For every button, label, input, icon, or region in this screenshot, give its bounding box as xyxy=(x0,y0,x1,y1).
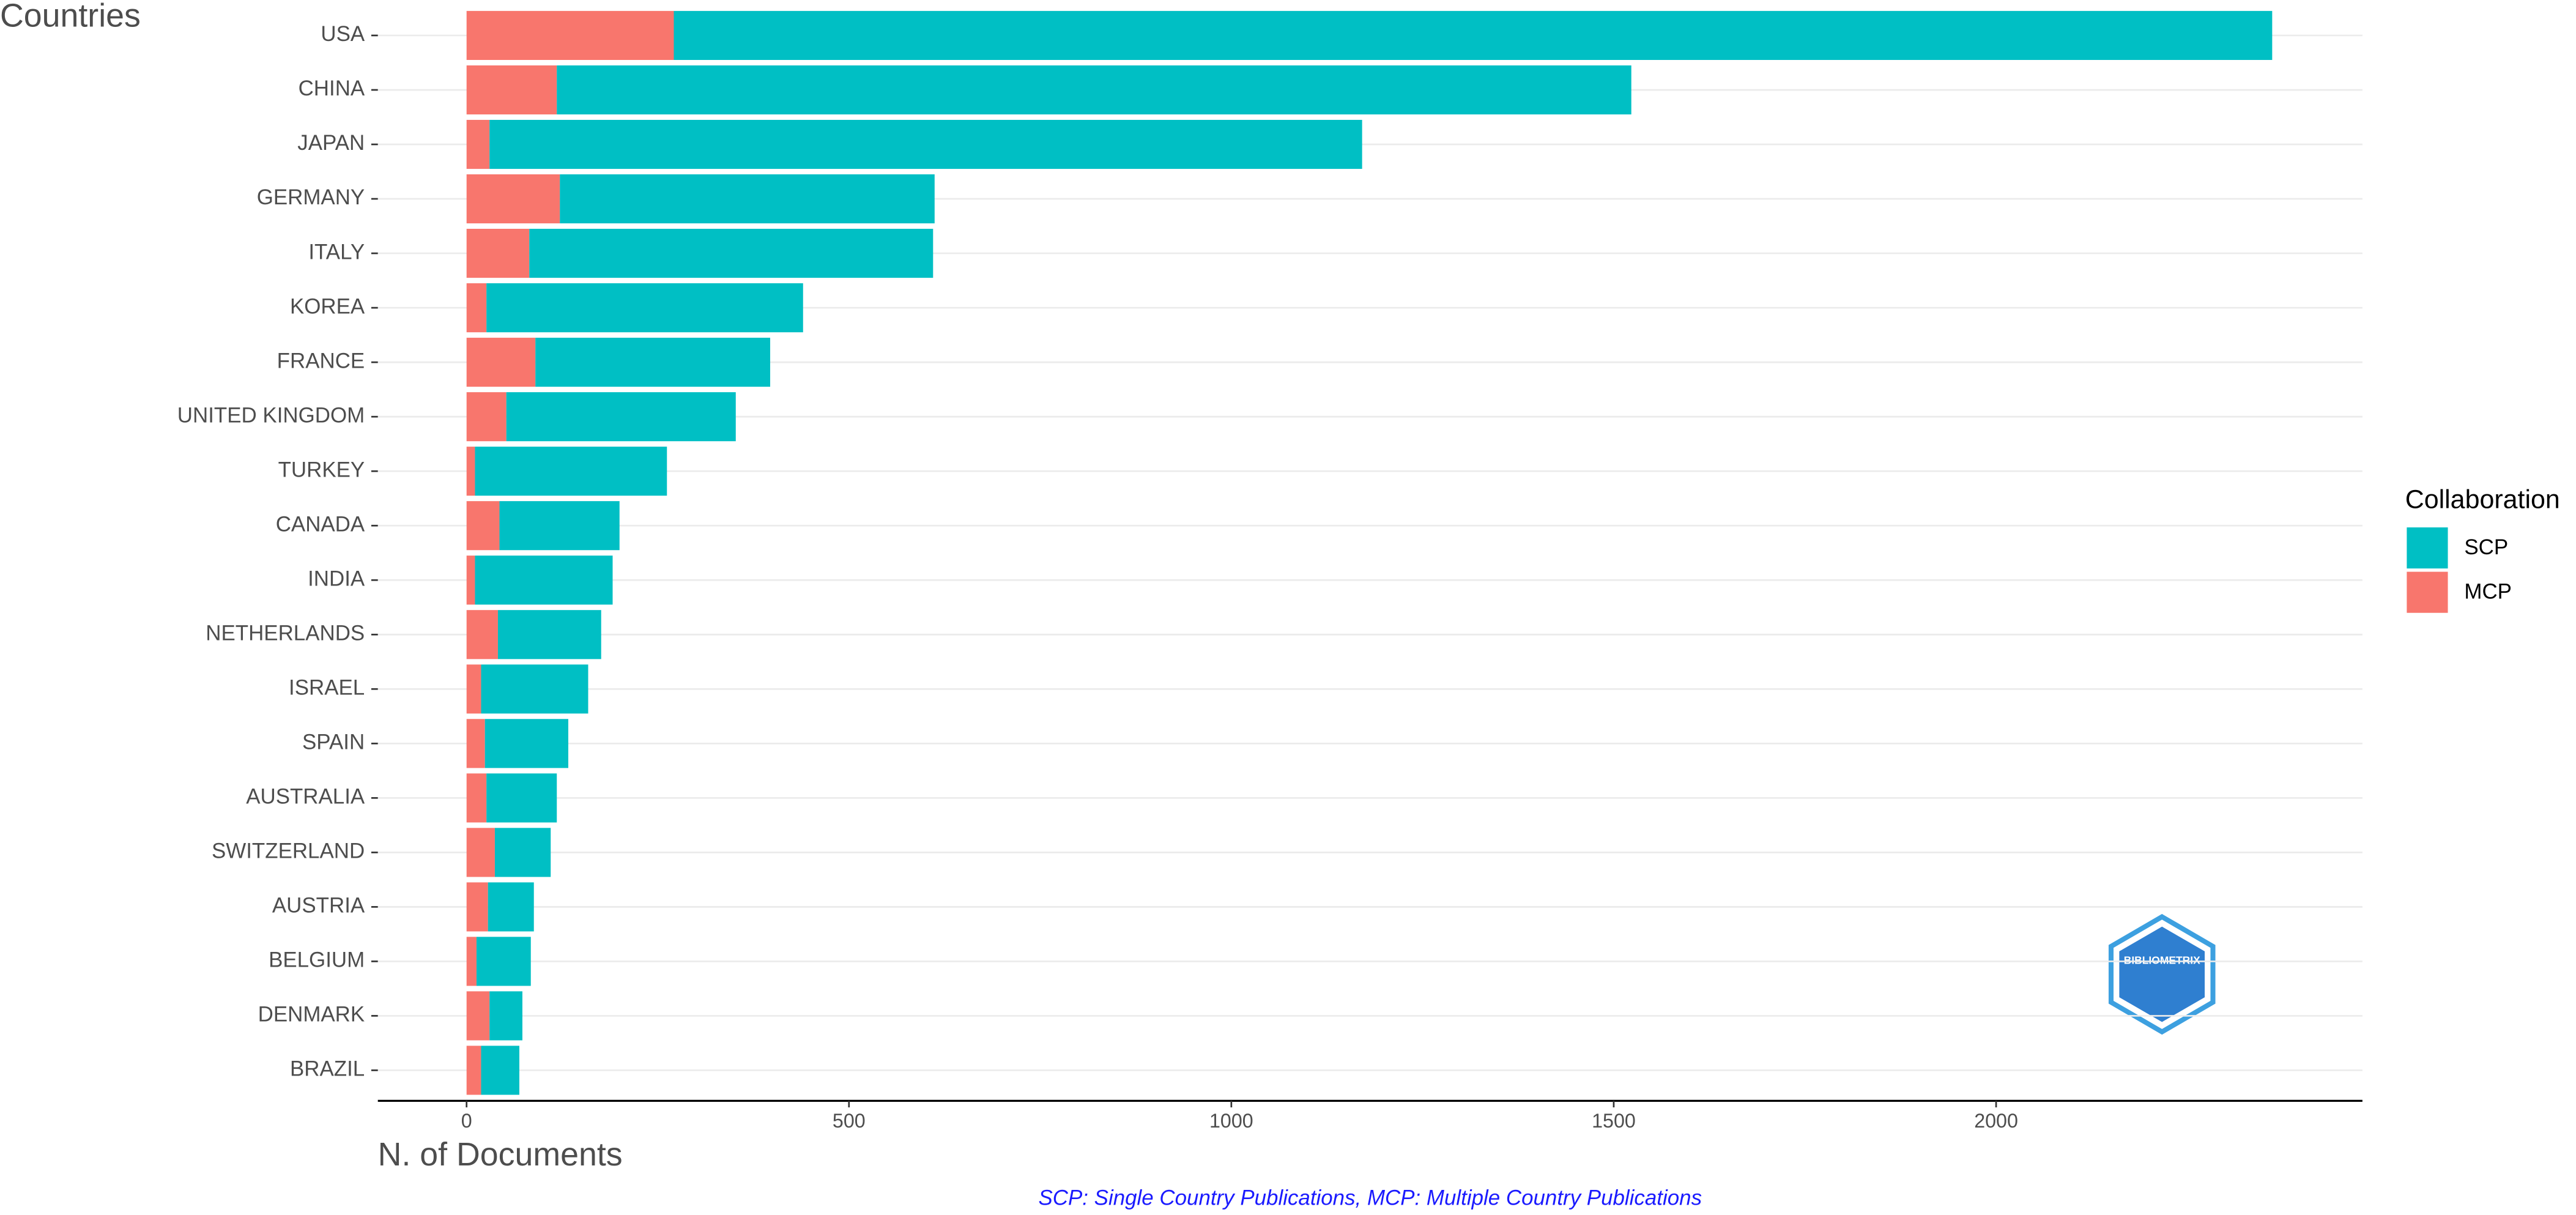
bar-segment xyxy=(489,119,1362,169)
bar-segment xyxy=(466,719,485,768)
bar-segment xyxy=(466,882,488,932)
x-tick-label: 1500 xyxy=(1592,1110,1636,1132)
bar-segment xyxy=(476,937,531,986)
bar-segment xyxy=(466,610,498,660)
y-tick-label: AUSTRIA xyxy=(272,894,365,918)
bar-segment xyxy=(466,174,560,224)
bar-segment xyxy=(560,174,935,224)
bar-segment xyxy=(488,882,534,932)
bar-segment xyxy=(466,65,557,115)
bar-segment xyxy=(475,447,667,496)
y-tick-label: INDIA xyxy=(308,567,365,590)
y-tick-label: NETHERLANDS xyxy=(206,621,365,645)
bar-segment xyxy=(466,555,475,605)
bar-segment xyxy=(486,773,557,823)
bar-segment xyxy=(481,1046,519,1095)
logo-text: BIBLIOMETRIX xyxy=(2124,954,2200,967)
legend-label: SCP xyxy=(2464,535,2508,559)
y-tick-label: UNITED KINGDOM xyxy=(177,403,365,427)
bar-segment xyxy=(466,773,487,823)
legend-title: Collaboration xyxy=(2405,485,2560,514)
bar-segment xyxy=(674,10,2273,61)
y-tick-label: KOREA xyxy=(290,294,365,318)
x-tick-label: 0 xyxy=(461,1110,472,1132)
x-tick-label: 1000 xyxy=(1209,1110,1253,1132)
bar-segment xyxy=(475,555,613,605)
bar-segment xyxy=(481,664,588,714)
bar-segment xyxy=(466,119,490,169)
bar-segment xyxy=(484,719,568,768)
bar-segment xyxy=(494,828,551,877)
x-tick-label: 500 xyxy=(833,1110,866,1132)
y-tick-label: JAPAN xyxy=(297,131,365,155)
y-tick-label: GERMANY xyxy=(257,185,365,209)
y-tick-label: DENMARK xyxy=(258,1003,365,1027)
caption: SCP: Single Country Publications, MCP: M… xyxy=(1039,1186,1702,1210)
x-tick-label: 2000 xyxy=(1974,1110,2018,1132)
legend-swatch xyxy=(2407,527,2448,569)
y-tick-label: USA xyxy=(321,22,365,46)
bar-segment xyxy=(466,447,475,496)
y-tick-label: CANADA xyxy=(276,512,365,536)
bar-segment xyxy=(466,1046,481,1095)
y-tick-label: TURKEY xyxy=(278,458,365,481)
x-axis-title: N. of Documents xyxy=(378,1136,623,1173)
bar-segment xyxy=(497,610,601,660)
y-tick-label: BELGIUM xyxy=(269,948,365,972)
bar-segment xyxy=(466,501,500,551)
bar-segment xyxy=(529,228,934,278)
y-tick-label: ISRAEL xyxy=(289,675,365,699)
legend-label: MCP xyxy=(2464,580,2512,604)
logo-inner xyxy=(2119,926,2205,1022)
y-tick-label: FRANCE xyxy=(277,349,365,373)
bar-segment xyxy=(466,283,487,333)
bar-segment xyxy=(466,828,495,877)
bar-segment xyxy=(499,501,620,551)
bar-segment xyxy=(466,664,481,714)
y-tick-label: BRAZIL xyxy=(290,1057,365,1081)
legend-swatch xyxy=(2407,571,2448,613)
bar-segment xyxy=(535,338,771,387)
bar-segment xyxy=(466,10,674,61)
y-tick-label: CHINA xyxy=(299,76,365,100)
y-tick-label: AUSTRALIA xyxy=(246,785,365,809)
bar-segment xyxy=(466,392,507,442)
bar-segment xyxy=(466,338,536,387)
y-tick-label: ITALY xyxy=(308,240,365,264)
bar-segment xyxy=(466,991,490,1041)
logo: BIBLIOMETRIX xyxy=(2108,913,2216,1035)
bar-segment xyxy=(489,991,522,1041)
bar-segment xyxy=(486,283,803,333)
bar-segment xyxy=(466,937,477,986)
y-axis-title: Countries xyxy=(0,0,141,34)
bar-segment xyxy=(466,228,530,278)
y-tick-label: SPAIN xyxy=(302,730,365,754)
bar-segment xyxy=(557,65,1631,115)
bar-segment xyxy=(506,392,736,442)
y-tick-label: SWITZERLAND xyxy=(212,839,365,863)
